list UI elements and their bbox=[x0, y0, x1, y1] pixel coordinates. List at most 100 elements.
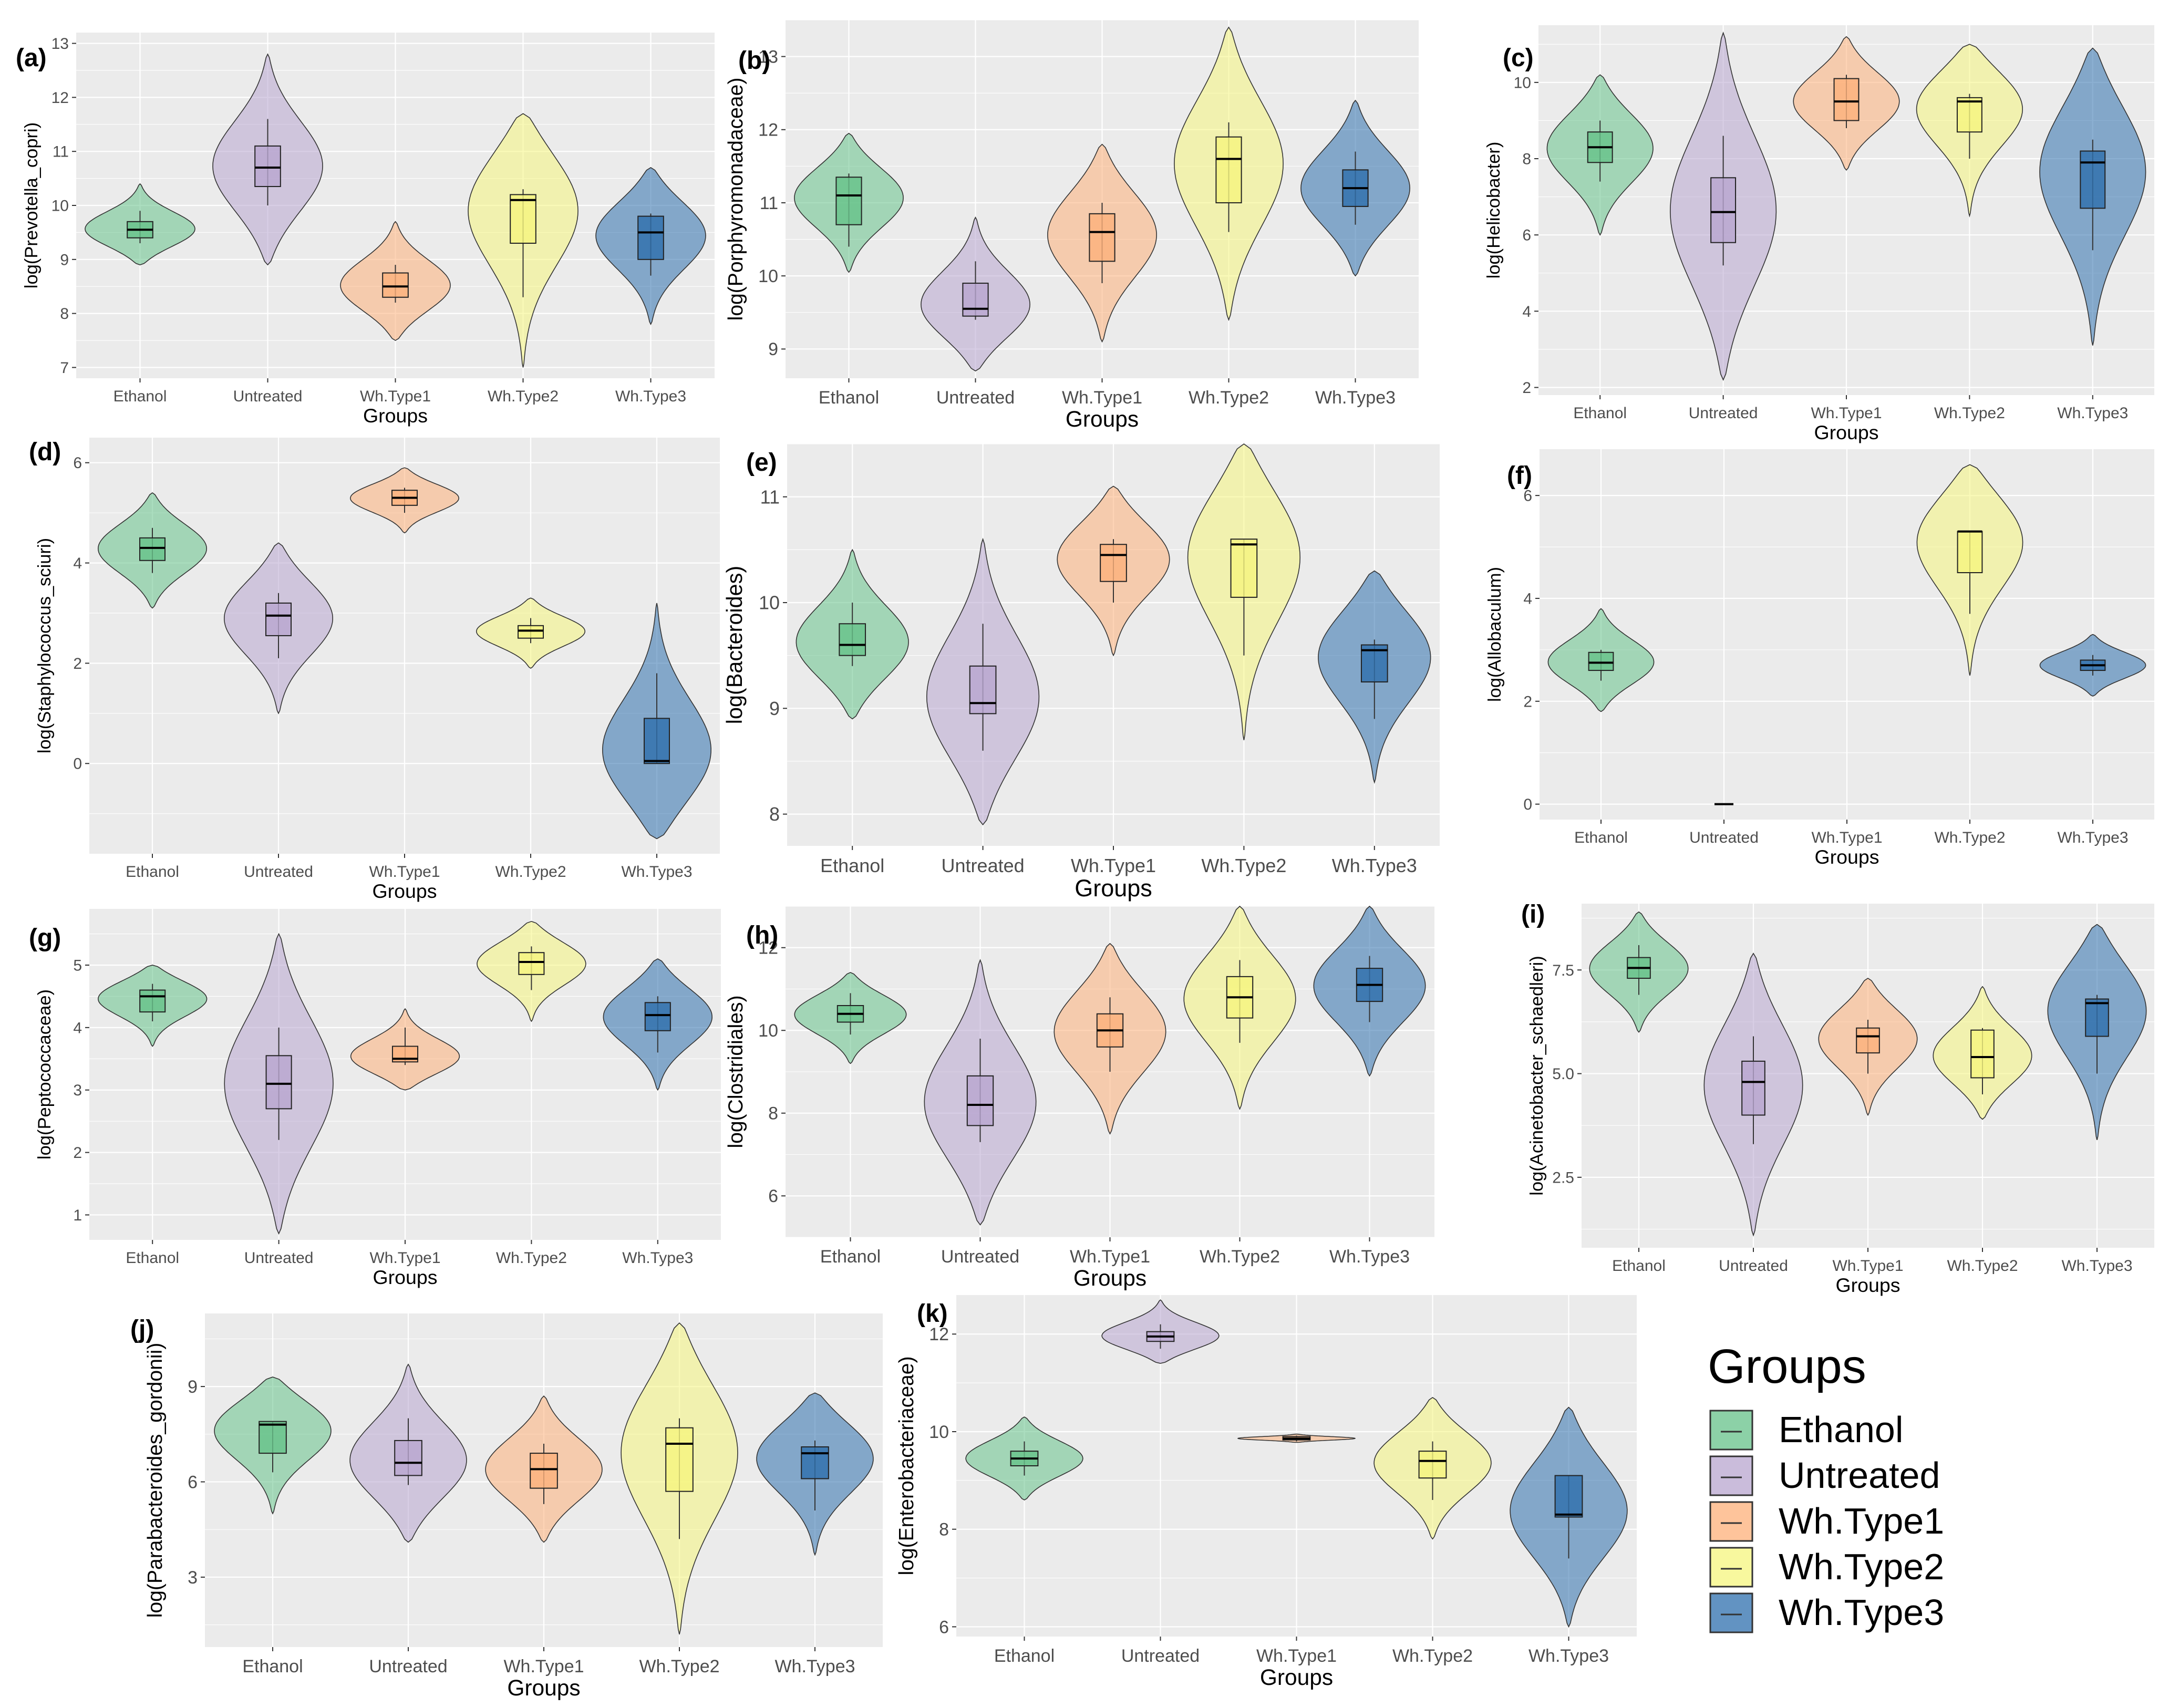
y-tick-label: 4 bbox=[73, 555, 82, 572]
x-tick-label: Wh.Type3 bbox=[621, 863, 692, 881]
y-tick-label: 7.5 bbox=[1552, 962, 1574, 979]
y-axis-title: log(Staphylococcus_sciuri) bbox=[35, 538, 55, 753]
y-tick-label: 8 bbox=[939, 1520, 949, 1540]
y-tick-label: 4 bbox=[1523, 590, 1532, 607]
box-Untreated bbox=[265, 1055, 292, 1110]
panel-d: 0 2 4 6 Ethanol Untreated Wh.Type1 Wh.Type2 Wh.T… bbox=[29, 438, 720, 902]
x-tick-label: Untreated bbox=[233, 388, 303, 405]
legend-item-Ethanol: Ethanol bbox=[1709, 1409, 1903, 1451]
x-axis-title: Groups bbox=[1073, 1266, 1147, 1291]
legend-label: Ethanol bbox=[1779, 1409, 1903, 1450]
y-tick-label: 8 bbox=[769, 803, 780, 825]
box-Wh.Type1 bbox=[1100, 544, 1127, 582]
y-tick-label: 10 bbox=[758, 1021, 778, 1041]
x-tick-label: Wh.Type1 bbox=[1062, 388, 1142, 408]
y-tick-label: 9 bbox=[769, 698, 780, 719]
x-tick-label: Wh.Type1 bbox=[369, 863, 440, 881]
y-axis-title: log(Peptococcaceae) bbox=[35, 989, 55, 1160]
legend-item-Wh.Type3: Wh.Type3 bbox=[1709, 1592, 1944, 1633]
y-tick-label: 6 bbox=[1523, 488, 1532, 505]
y-tick-label: 9 bbox=[188, 1377, 198, 1397]
x-tick-label: Wh.Type1 bbox=[1071, 855, 1156, 876]
x-tick-label: Untreated bbox=[1121, 1646, 1200, 1666]
legend-key-Wh.Type1 bbox=[1709, 1501, 1753, 1542]
y-axis-title: log(Porphyromonadaceae) bbox=[725, 78, 747, 321]
x-tick-label: Wh.Type2 bbox=[495, 863, 566, 881]
y-tick-label: 2 bbox=[73, 655, 82, 672]
y-tick-label: 9 bbox=[768, 339, 778, 359]
box-Wh.Type2 bbox=[1956, 97, 1982, 133]
y-tick-label: 8 bbox=[768, 1104, 778, 1124]
legend-item-Wh.Type2: Wh.Type2 bbox=[1709, 1546, 1944, 1588]
x-tick-label: Ethanol bbox=[113, 388, 167, 405]
y-tick-label: 11 bbox=[760, 193, 778, 213]
box-Untreated bbox=[966, 1075, 994, 1126]
x-tick-label: Wh.Type2 bbox=[639, 1657, 719, 1676]
box-Wh.Type2 bbox=[1970, 1029, 1995, 1079]
x-axis-title: Groups bbox=[1814, 421, 1879, 443]
panel-k: 6 8 10 12 Ethanol Untreated Wh.Type1 Wh.Type2 Wh… bbox=[895, 1295, 1637, 1690]
panel-f: 0 2 4 6 Ethanol Untreated Wh.Type1 Wh.Type2 Wh.T… bbox=[1485, 449, 2154, 868]
x-tick-label: Wh.Type3 bbox=[615, 388, 686, 405]
legend-label: Wh.Type2 bbox=[1779, 1546, 1944, 1587]
panel-label: (a) bbox=[16, 44, 47, 72]
x-tick-label: Wh.Type2 bbox=[1200, 1247, 1280, 1267]
box-Wh.Type2 bbox=[518, 625, 544, 639]
x-tick-label: Wh.Type3 bbox=[1329, 1247, 1410, 1267]
y-tick-label: 2 bbox=[1522, 379, 1531, 397]
y-tick-label: 12 bbox=[758, 120, 778, 140]
x-axis-title: Groups bbox=[1066, 407, 1139, 432]
panel-i: 2.5 5.0 7.5 Ethanol Untreated Wh.Type1 Wh.Type… bbox=[1521, 900, 2154, 1296]
box-Wh.Type3 bbox=[2085, 998, 2109, 1037]
legend-key-Untreated bbox=[1709, 1455, 1753, 1496]
x-tick-label: Untreated bbox=[1719, 1257, 1788, 1275]
y-tick-label: 8 bbox=[60, 305, 69, 323]
panel-a: 7 8 9 10 11 12 13 Ethanol Untreated Wh.Type1 Wh.Ty… bbox=[16, 33, 715, 427]
panel-label: (f) bbox=[1507, 462, 1532, 490]
x-tick-label: Wh.Type3 bbox=[622, 1249, 693, 1267]
x-tick-label: Untreated bbox=[244, 1249, 314, 1267]
y-tick-label: 10 bbox=[51, 198, 69, 215]
panel-label: (e) bbox=[746, 449, 777, 477]
box-Wh.Type3 bbox=[644, 718, 670, 764]
y-tick-label: 8 bbox=[1522, 151, 1531, 168]
panel-label: (b) bbox=[738, 47, 770, 75]
y-tick-label: 2 bbox=[73, 1144, 82, 1162]
y-axis-title: log(Helicobacter) bbox=[1484, 142, 1504, 279]
x-axis-title: Groups bbox=[373, 1266, 438, 1288]
box-Wh.Type2 bbox=[510, 194, 536, 244]
y-axis-title: log(Acinetobacter_schaedleri) bbox=[1527, 956, 1547, 1195]
y-tick-label: 5 bbox=[73, 957, 82, 974]
x-tick-label: Wh.Type2 bbox=[488, 388, 559, 405]
box-Wh.Type1 bbox=[1856, 1027, 1880, 1054]
box-Untreated bbox=[1710, 177, 1737, 243]
x-tick-label: Wh.Type3 bbox=[2057, 405, 2128, 422]
x-tick-label: Wh.Type2 bbox=[1934, 405, 2005, 422]
x-axis-title: Groups bbox=[1815, 846, 1879, 868]
x-tick-label: Ethanol bbox=[1612, 1257, 1666, 1275]
x-tick-label: Ethanol bbox=[820, 855, 884, 876]
legend-key-Wh.Type2 bbox=[1709, 1547, 1753, 1588]
box-Ethanol bbox=[259, 1421, 287, 1454]
x-tick-label: Untreated bbox=[936, 388, 1015, 408]
panel-h: 6 8 10 12 Ethanol Untreated Wh.Type1 Wh.Type2 Wh… bbox=[725, 905, 1434, 1291]
box-Wh.Type1 bbox=[1089, 213, 1116, 262]
y-tick-label: 9 bbox=[60, 251, 69, 268]
box-Ethanol bbox=[139, 989, 166, 1013]
x-tick-label: Ethanol bbox=[819, 388, 879, 408]
panel-e: 8 9 10 11 Ethanol Untreated Wh.Type1 Wh.Type2 Wh… bbox=[722, 443, 1440, 902]
y-tick-label: 3 bbox=[73, 1082, 82, 1099]
panel-label: (k) bbox=[917, 1300, 948, 1328]
y-tick-label: 6 bbox=[768, 1186, 778, 1206]
y-axis-title: log(Parabacteroides_gordonii) bbox=[144, 1343, 167, 1618]
y-axis-title: log(Prevotella_copri) bbox=[22, 122, 42, 288]
x-tick-label: Ethanol bbox=[1573, 405, 1627, 422]
y-tick-label: 4 bbox=[1522, 303, 1531, 320]
panel-label: (j) bbox=[130, 1316, 154, 1343]
box-Untreated bbox=[394, 1440, 422, 1476]
box-Untreated bbox=[254, 145, 281, 188]
y-axis-title: log(Allobaculum) bbox=[1485, 567, 1505, 702]
x-tick-label: Wh.Type1 bbox=[1256, 1646, 1337, 1666]
